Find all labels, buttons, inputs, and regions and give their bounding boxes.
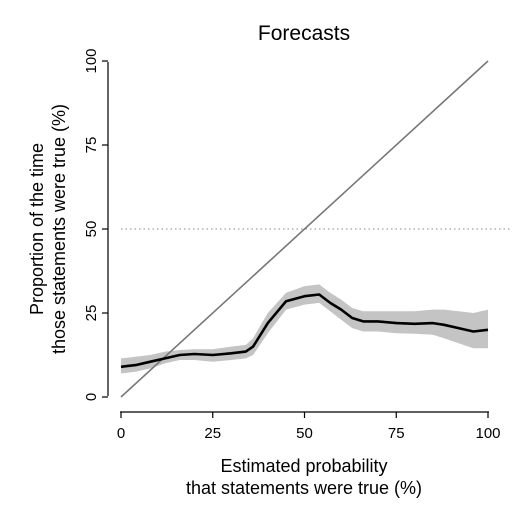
chart-title: Forecasts: [258, 22, 350, 45]
axes-layer: [102, 60, 489, 418]
x-tick-label-4: 100: [475, 425, 500, 442]
y-tick-label-3: 75: [83, 137, 100, 154]
x-tick-label-1: 25: [204, 425, 221, 442]
axis-labels-layer: 0 25 50 75 100 0 25 50 75 100 Estimated probabilit…: [27, 48, 501, 498]
x-tick-label-2: 50: [296, 425, 313, 442]
y-axis-title-line-1: those statements were true (%): [49, 104, 69, 354]
y-tick-label-1: 25: [83, 305, 100, 322]
y-axis-title-line-0: Proportion of the time: [27, 143, 47, 315]
y-tick-label-2: 50: [83, 221, 100, 238]
y-tick-label-0: 0: [83, 393, 100, 401]
series-line-layer: [120, 293, 489, 369]
x-axis-title-line-0: Estimated probability: [220, 456, 387, 476]
series-line-0: [120, 293, 489, 369]
y-tick-label-4: 100: [83, 48, 100, 73]
confidence-band-layer: [121, 284, 488, 374]
diagonal-line: [120, 60, 489, 398]
x-axis-title-line-1: that statements were true (%): [186, 478, 422, 498]
x-tick-label-0: 0: [117, 425, 125, 442]
x-tick-label-3: 75: [388, 425, 405, 442]
confidence-band-0: [121, 284, 488, 374]
reference-lines-layer: [120, 60, 512, 398]
